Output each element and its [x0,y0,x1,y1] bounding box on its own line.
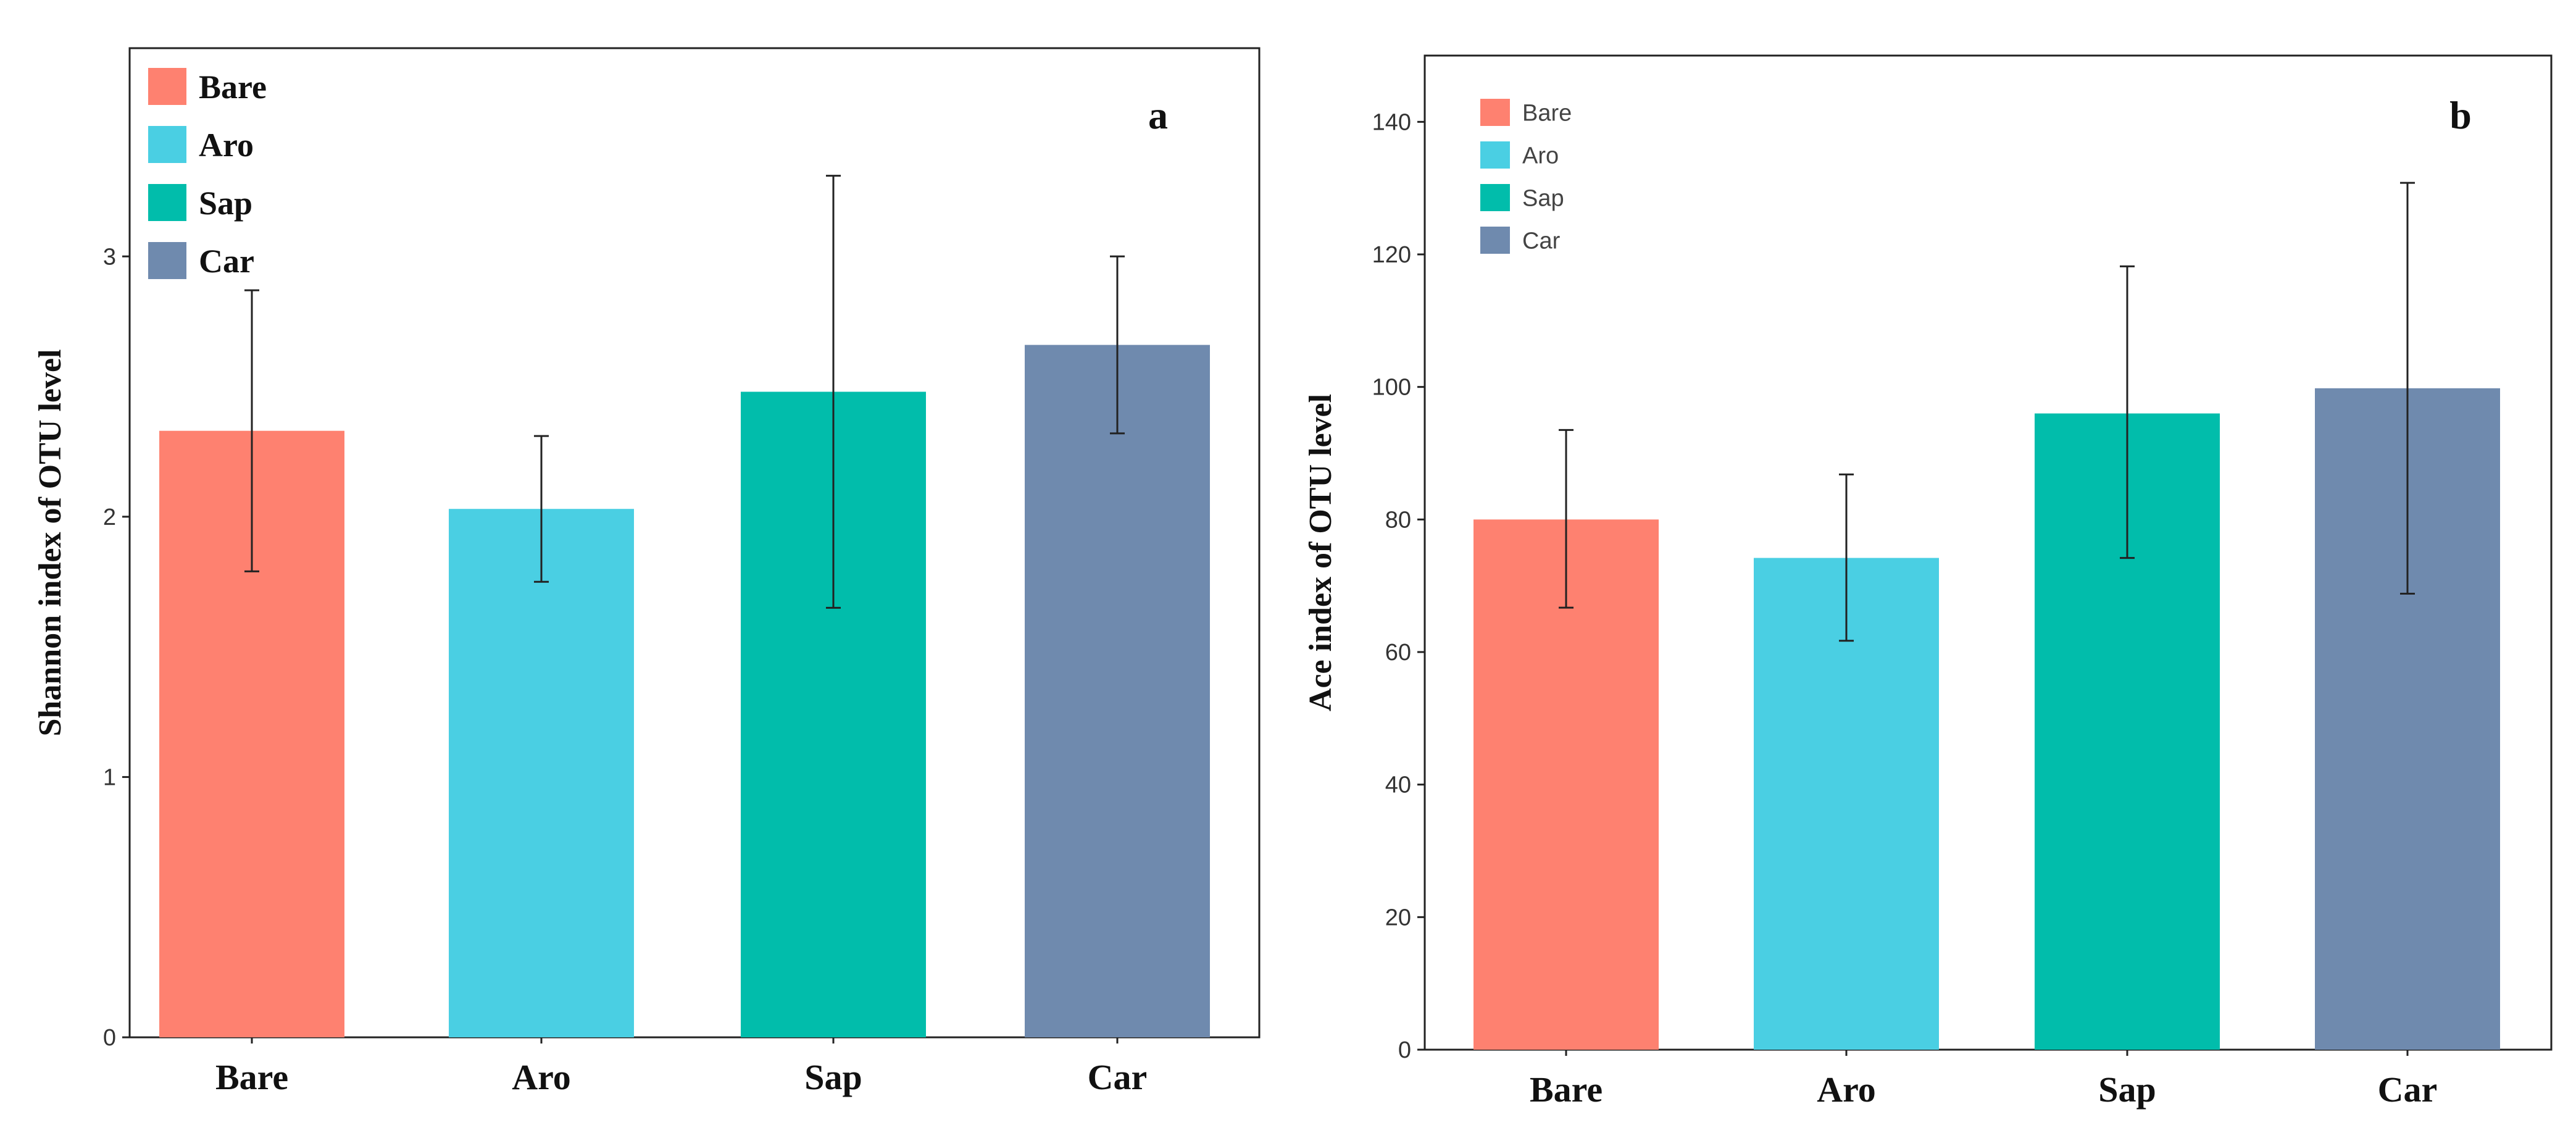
y-tick-label: 100 [1372,375,1411,401]
legend: Bare Aro Sap Car [1480,99,1572,254]
y-tick-label: 1 [103,764,116,790]
legend-swatch [1480,227,1510,254]
legend-item-aro: Aro [1480,141,1559,169]
x-tick-label-bare: Bare [1530,1069,1603,1110]
panel-letter: b [2449,93,2472,137]
y-axis-title: Shannon index of OTU level [33,349,68,736]
y-tick-label: 60 [1385,640,1411,666]
legend-swatch [1480,141,1510,169]
panel-a: 0 1 2 3 Bare Aro Sap Car Shannon index of OTU le… [33,47,1261,1097]
legend-swatch [148,184,186,221]
y-tick-label: 80 [1385,507,1411,533]
y-tick-label: 140 [1372,109,1411,135]
legend-item-bare: Bare [148,68,267,106]
legend: Bare Aro Sap Car [148,68,267,280]
legend-label: Car [1522,228,1561,254]
y-tick-label: 120 [1372,242,1411,268]
y-tick-label: 20 [1385,905,1411,931]
x-tick-label-aro: Aro [1817,1069,1876,1110]
legend-label: Aro [1522,143,1559,169]
legend-swatch [148,68,186,105]
plot-frame [128,47,1261,1039]
y-tick-label: 3 [103,244,116,270]
x-tick-label-car: Car [1088,1057,1148,1097]
error-bar-sap [826,175,841,609]
y-tick-label: 40 [1385,772,1411,798]
x-tick-label-aro: Aro [512,1057,571,1097]
error-bar-bare [244,289,259,572]
legend-swatch [148,242,186,279]
legend-label: Bare [199,69,267,106]
legend-item-car: Car [148,242,254,280]
plot-frame [1423,54,2553,1051]
legend-item-aro: Aro [148,126,254,164]
bar-aro [449,509,634,1037]
y-tick-label: 2 [103,504,116,530]
legend-item-sap: Sap [148,184,252,222]
bar-car [1025,345,1210,1037]
y-tick-label: 0 [103,1025,116,1051]
legend-label: Sap [199,185,252,222]
y-axis-title: Ace index of OTU level [1303,394,1338,711]
x-tick-label-car: Car [2378,1069,2438,1110]
x-tick-label-sap: Sap [804,1057,862,1097]
legend-item-car: Car [1480,227,1561,254]
x-tick-label-bare: Bare [215,1057,288,1097]
error-bar-aro [534,435,549,583]
legend-label: Aro [199,127,254,164]
legend-item-bare: Bare [1480,99,1572,126]
legend-item-sap: Sap [1480,184,1564,211]
error-bar-car [1110,255,1125,435]
error-bar-car [2400,182,2415,595]
y-tick-label: 0 [1398,1037,1411,1063]
panel-letter: a [1148,93,1168,137]
error-bar-bare [1559,429,1574,609]
legend-swatch [1480,99,1510,126]
legend-label: Sap [1522,185,1564,211]
legend-swatch [148,126,186,163]
error-bar-aro [1839,473,1854,642]
legend-label: Car [199,243,254,280]
x-tick-label-sap: Sap [2098,1069,2156,1110]
legend-label: Bare [1522,100,1572,126]
panel-b: 0 20 40 60 80 100 120 140 Bare Aro Sap Car Ace index… [1303,54,2553,1110]
legend-swatch [1480,184,1510,211]
error-bar-sap [2120,265,2135,559]
